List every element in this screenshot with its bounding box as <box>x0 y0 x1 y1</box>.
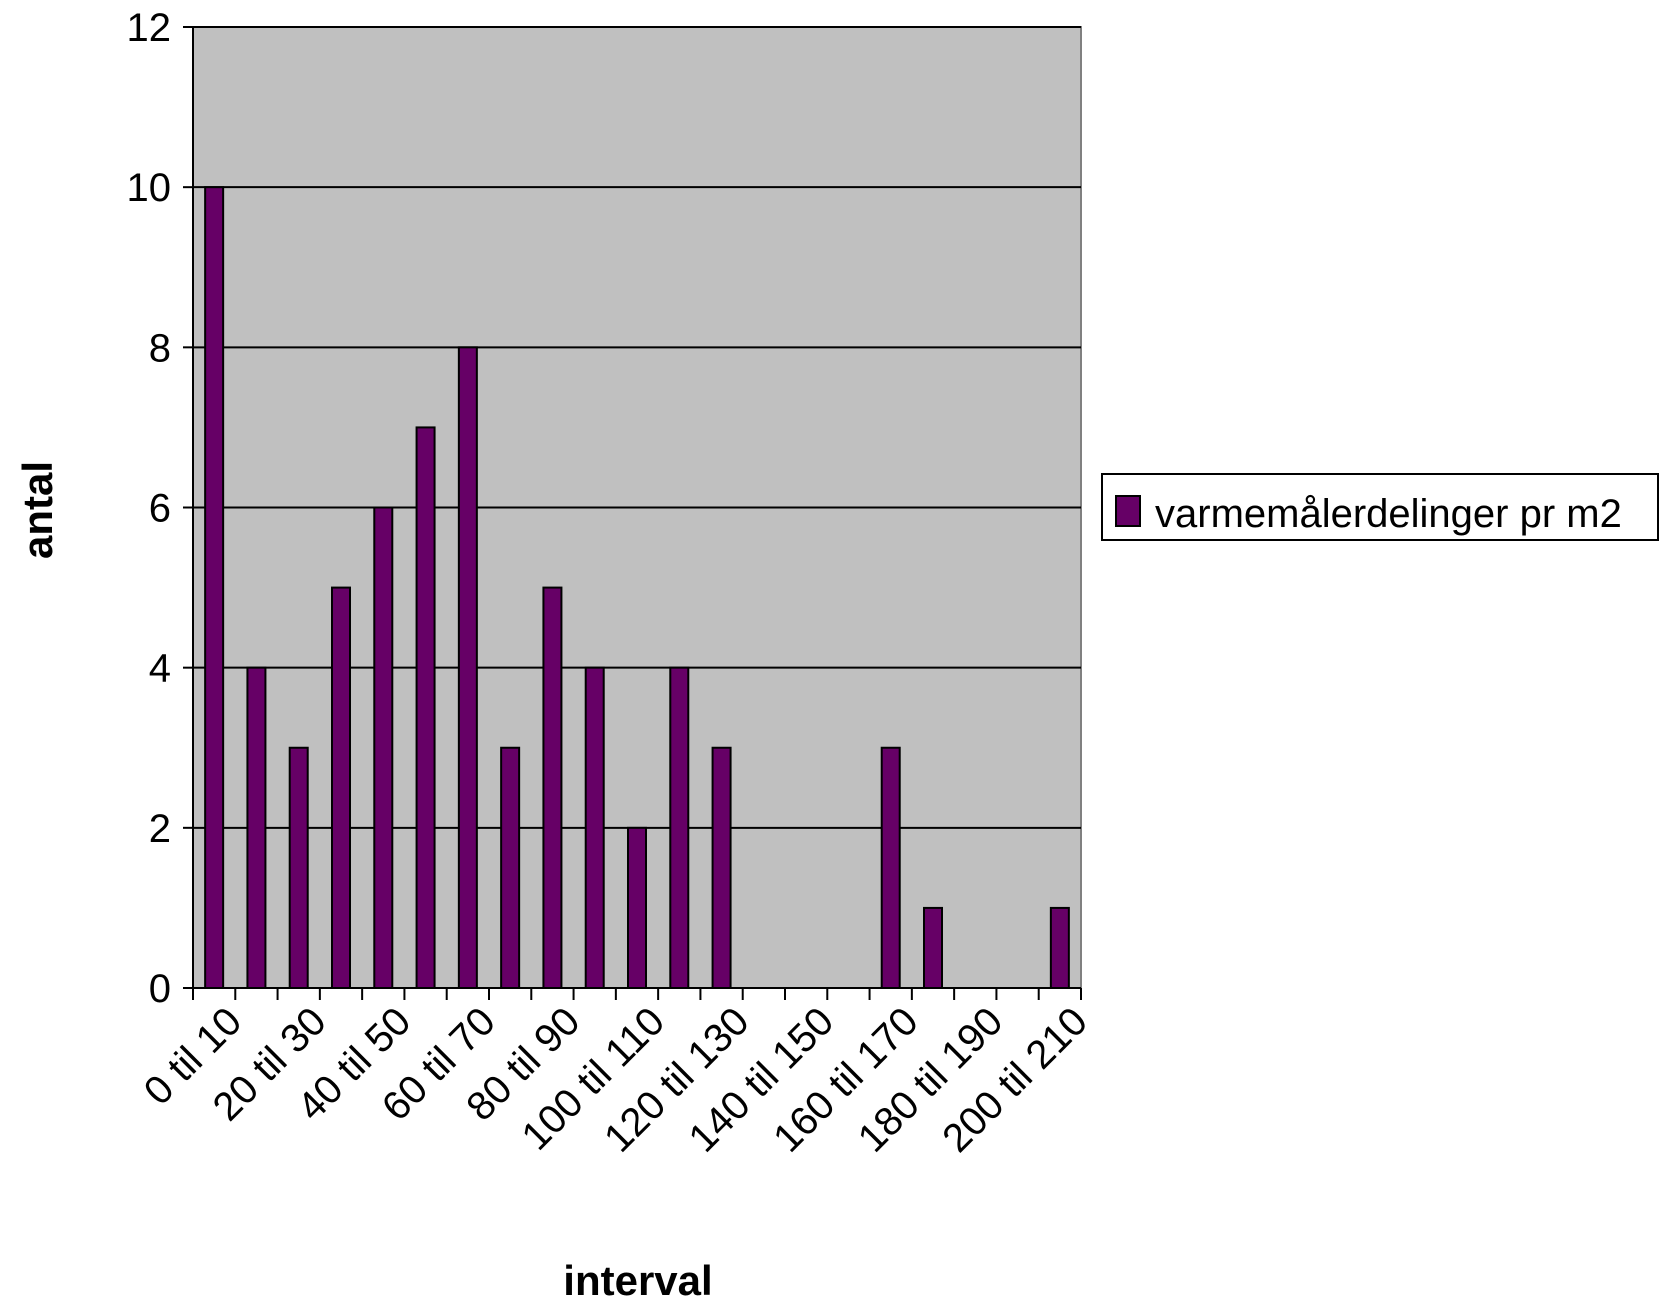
bar <box>880 746 901 989</box>
y-tick-label: 10 <box>127 166 172 210</box>
bar <box>246 666 267 990</box>
bar <box>627 826 647 989</box>
bar <box>500 746 521 989</box>
legend: varmemålerdelinger pr m2 <box>1101 473 1659 541</box>
legend-swatch <box>1115 495 1141 527</box>
bar <box>373 506 394 989</box>
y-tick-label: 2 <box>149 807 171 851</box>
legend-label: varmemålerdelinger pr m2 <box>1155 492 1622 536</box>
bar <box>415 426 436 989</box>
bar <box>331 586 351 989</box>
bars <box>204 186 1070 990</box>
bar <box>669 666 690 990</box>
bar <box>204 186 225 989</box>
y-tick-label: 12 <box>127 6 172 50</box>
y-tick-labels: 0 2 4 6 8 10 12 <box>127 6 172 1011</box>
bar <box>923 906 943 990</box>
axes <box>183 26 1082 1000</box>
bar <box>584 666 605 990</box>
bar <box>711 746 732 989</box>
y-tick-label: 0 <box>149 967 171 1011</box>
y-tick-label: 4 <box>149 647 171 691</box>
y-tick-label: 6 <box>149 487 171 531</box>
y-axis-title: antal <box>14 461 61 559</box>
bar <box>542 586 563 989</box>
y-tick-label: 8 <box>149 326 171 370</box>
legend-box <box>1101 473 1659 541</box>
x-axis-title: interval <box>563 1257 712 1304</box>
bar <box>1049 906 1070 990</box>
bar <box>288 746 309 989</box>
bar <box>457 346 478 990</box>
